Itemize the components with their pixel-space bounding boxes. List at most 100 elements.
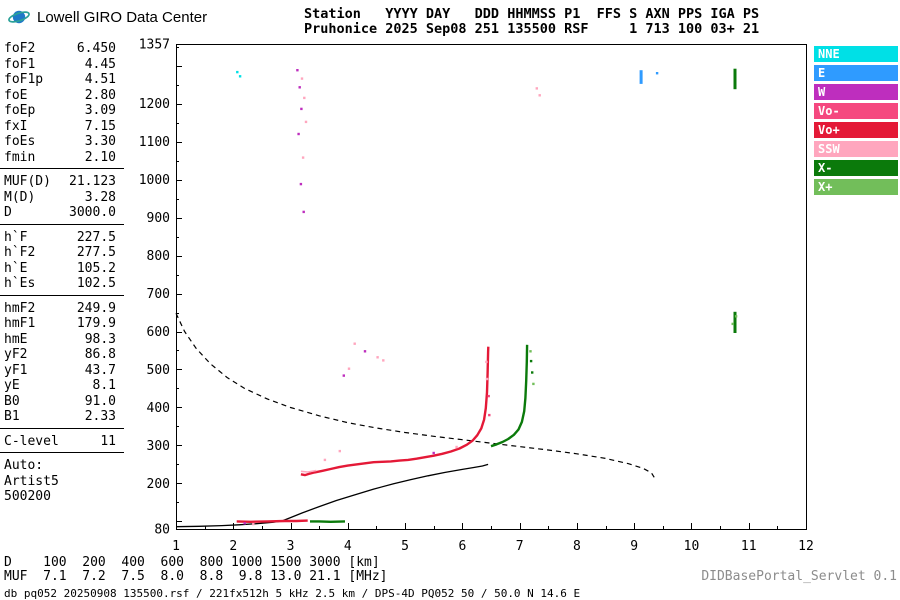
echo-point (304, 120, 308, 124)
echo-point (487, 394, 490, 398)
legend-item-x: X- (814, 160, 898, 176)
station-header-labels: Station YYYY DAY DDD HHMMSS P1 FFS S AXN… (304, 6, 760, 22)
param-value: 43.7 (84, 362, 116, 378)
echo-point (302, 210, 305, 214)
param-row-auto: Auto: (0, 458, 124, 474)
param-value: 105.2 (76, 260, 116, 276)
y-tick-label: 1357 (139, 38, 170, 53)
param-label: h`Es (4, 276, 36, 291)
x-tick-label: 9 (630, 539, 638, 554)
y-tick-label: 1100 (139, 135, 170, 150)
param-label: fxI (4, 118, 28, 134)
param-label: hmE (4, 331, 28, 347)
param-row-hmf2: hmF2 249.9 (0, 301, 124, 317)
param-value: 6.450 (76, 41, 116, 56)
param-label: hmF2 (4, 300, 36, 316)
echo-point (382, 359, 385, 362)
param-row-hmf1: hmF1 179.9 (0, 316, 124, 332)
param-label: M(D) (4, 189, 36, 205)
param-row-500200: 500200 (0, 489, 124, 505)
x-tick-label: 1 (172, 539, 180, 554)
param-label: h`E (4, 260, 28, 276)
echo-point (363, 350, 367, 353)
x-tick-label: 2 (229, 539, 237, 554)
param-group: C-level 11 (0, 433, 124, 453)
param-label: MUF(D) (4, 174, 51, 189)
param-value: 21.123 (69, 174, 116, 189)
series-Es-trace-O-mode (236, 519, 308, 523)
y-tick-label: 800 (147, 249, 170, 264)
echo-point (238, 75, 242, 78)
param-label: foEs (4, 134, 36, 149)
y-tick-label: 300 (147, 439, 170, 454)
series-true-height-profile (175, 463, 489, 528)
x-tick-label: 6 (458, 539, 466, 554)
param-value: 3000.0 (69, 205, 116, 220)
param-value: 179.9 (76, 316, 116, 331)
param-label: foE (4, 87, 28, 103)
echo-point (488, 413, 491, 417)
param-value: 4.45 (84, 56, 116, 72)
echo-point (252, 522, 255, 526)
echo-point (297, 132, 300, 136)
param-value: 98.3 (84, 331, 116, 347)
echo-point (531, 371, 534, 374)
param-value: 86.8 (84, 347, 116, 362)
muf-row: MUF 7.1 7.2 7.5 8.0 8.8 9.8 13.0 21.1 [M… (4, 569, 388, 584)
param-label: foF1 (4, 56, 36, 72)
servlet-version-label: DIDBasePortal_Servlet 0.1 (701, 569, 897, 584)
param-row-yf1: yF1 43.7 (0, 363, 124, 379)
param-label: hmF1 (4, 316, 36, 331)
echo-point (532, 382, 535, 386)
echo-point (347, 367, 351, 370)
param-value: 249.9 (76, 300, 116, 316)
param-label: Artist5 (4, 473, 59, 489)
param-label: foF2 (4, 41, 36, 56)
echo-point (734, 315, 738, 318)
x-tick-label: 7 (516, 539, 524, 554)
param-value: 227.5 (76, 229, 116, 245)
param-value: 11 (100, 433, 116, 449)
echo-point (323, 458, 327, 462)
param-label: Auto: (4, 458, 44, 473)
echo-point (299, 182, 303, 186)
scaled-parameter-panel: foF2 6.450 foF1 4.45 foF1p 4.51 foE 2.80 foEp 3.0… (0, 41, 124, 513)
param-label: B1 (4, 409, 20, 424)
legend-label: X+ (818, 180, 833, 194)
echo-point (655, 72, 659, 75)
y-tick-label: 900 (147, 211, 170, 226)
y-tick-label: 400 (147, 401, 170, 416)
echo-point (300, 77, 304, 80)
giro-logo-text: Lowell GIRO Data Center (37, 8, 208, 26)
param-label: yE (4, 378, 20, 393)
param-value: 7.15 (84, 118, 116, 134)
legend-label: SSW (818, 142, 840, 156)
param-row-b1: B1 2.33 (0, 409, 124, 425)
param-row-fmin: fmin 2.10 (0, 150, 124, 166)
series-F-trace-O-fringe (300, 469, 317, 473)
giro-globe-icon (8, 10, 30, 24)
x-tick-label: 5 (401, 539, 409, 554)
y-tick-label: 80 (154, 523, 170, 538)
param-row-fof2: foF2 6.450 (0, 41, 124, 57)
param-value: 2.33 (84, 409, 116, 424)
param-row-yf2: yF2 86.8 (0, 347, 124, 363)
param-row-artist5: Artist5 (0, 474, 124, 490)
series-F-trace-O-mode (300, 346, 490, 477)
echo-point (338, 449, 341, 453)
param-row-hf: h`F 227.5 (0, 230, 124, 246)
param-value: 8.1 (92, 378, 116, 393)
param-label: foEp (4, 103, 36, 118)
plot-frame (176, 44, 807, 530)
distance-row: D 100 200 400 600 800 1000 1500 3000 [km… (4, 555, 380, 570)
legend-label: E (818, 66, 826, 80)
param-row-fof1: foF1 4.45 (0, 57, 124, 73)
echo-point (243, 522, 246, 525)
param-value: 2.80 (84, 87, 116, 103)
y-tick-label: 1000 (139, 173, 170, 188)
echo-point (303, 96, 306, 100)
param-label: yF2 (4, 347, 28, 362)
echo-point (298, 86, 301, 89)
